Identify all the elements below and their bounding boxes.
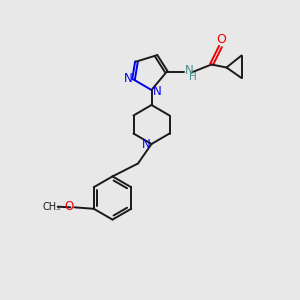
Text: N: N	[142, 137, 151, 151]
Text: N: N	[124, 71, 133, 85]
Text: H: H	[189, 72, 196, 82]
Text: N: N	[152, 85, 161, 98]
Text: N: N	[184, 64, 194, 77]
Text: O: O	[217, 33, 226, 46]
Text: CH₃: CH₃	[42, 202, 60, 212]
Text: O: O	[64, 200, 74, 213]
